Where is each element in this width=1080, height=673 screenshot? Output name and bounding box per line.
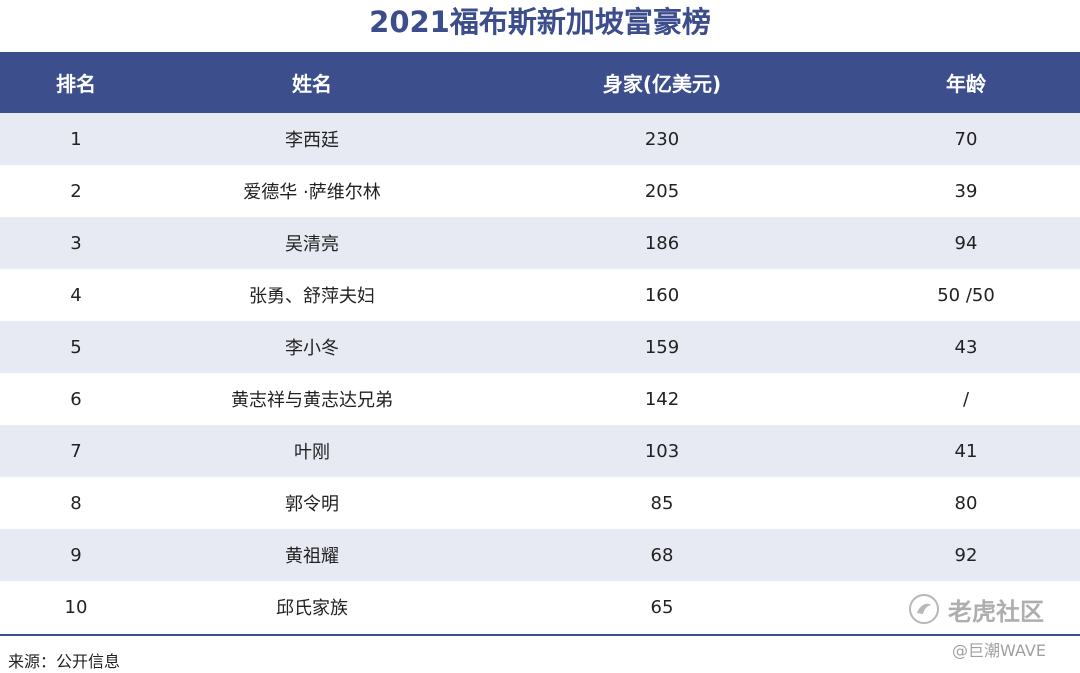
cell-name: 李西廷	[285, 130, 339, 151]
cell-rank: 2	[70, 180, 82, 202]
table-row: 9 黄祖耀 68 92	[0, 529, 1080, 581]
cell-age: 94	[954, 232, 978, 254]
header-age: 年龄	[946, 72, 986, 96]
cell-name: 黄祖耀	[285, 546, 339, 567]
cell-name: 爱德华 ·萨维尔林	[243, 182, 381, 203]
table-row: 7 叶刚 103 41	[0, 425, 1080, 477]
cell-name: 邱氏家族	[276, 598, 348, 619]
table-row: 6 黄志祥与黄志达兄弟 142 /	[0, 373, 1080, 425]
table-row: 5 李小冬 159 43	[0, 321, 1080, 373]
cell-wealth: 230	[644, 128, 680, 150]
cell-age: 92	[954, 544, 978, 566]
cell-rank: 10	[64, 596, 88, 618]
table-row: 10 邱氏家族 65	[0, 581, 1080, 633]
cell-age: 41	[954, 440, 978, 462]
table-header-row: 排名 姓名 身家(亿美元) 年龄	[0, 52, 1080, 113]
cell-rank: 5	[70, 336, 82, 358]
cell-name: 吴清亮	[285, 234, 339, 255]
cell-name: 黄志祥与黄志达兄弟	[231, 390, 393, 411]
cell-age: 70	[954, 128, 978, 150]
cell-wealth: 186	[644, 232, 680, 254]
header-wealth: 身家(亿美元)	[602, 72, 722, 96]
cell-rank: 4	[70, 284, 82, 306]
table-row: 8 郭令明 85 80	[0, 477, 1080, 529]
cell-name: 叶刚	[294, 442, 330, 463]
cell-age: 43	[954, 336, 978, 358]
cell-name: 李小冬	[285, 338, 339, 359]
cell-name: 郭令明	[285, 494, 339, 515]
cell-wealth: 142	[644, 388, 680, 410]
cell-rank: 9	[70, 544, 82, 566]
cell-wealth: 65	[650, 596, 674, 618]
source-note: 来源：公开信息	[8, 652, 121, 671]
cell-wealth: 205	[644, 180, 680, 202]
cell-wealth: 160	[644, 284, 680, 306]
tiger-logo-icon	[908, 593, 940, 625]
page-title: 2021福布斯新加坡富豪榜	[369, 5, 711, 39]
rich-list-table: 排名 姓名 身家(亿美元) 年龄 1 李西廷 230 70 2 爱德华 ·萨维尔…	[0, 52, 1080, 633]
watermark-logo: 老虎社区	[908, 592, 1044, 626]
cell-rank: 3	[70, 232, 82, 254]
cell-age: 80	[954, 492, 978, 514]
watermark-logo-text: 老虎社区	[948, 597, 1044, 626]
cell-wealth: 85	[650, 492, 674, 514]
table-row: 1 李西廷 230 70	[0, 113, 1080, 165]
table-row: 4 张勇、舒萍夫妇 160 50 /50	[0, 269, 1080, 321]
cell-wealth: 68	[650, 544, 674, 566]
header-rank: 排名	[56, 72, 96, 96]
cell-wealth: 103	[644, 440, 680, 462]
cell-age: 39	[954, 180, 978, 202]
cell-rank: 1	[70, 128, 82, 150]
cell-rank: 6	[70, 388, 82, 410]
cell-rank: 7	[70, 440, 82, 462]
table-row: 2 爱德华 ·萨维尔林 205 39	[0, 165, 1080, 217]
cell-age: 50 /50	[937, 284, 995, 306]
table-bottom-rule	[0, 634, 1080, 636]
watermark-handle: @巨潮WAVE	[952, 641, 1046, 660]
table-row: 3 吴清亮 186 94	[0, 217, 1080, 269]
cell-name: 张勇、舒萍夫妇	[249, 286, 375, 307]
cell-wealth: 159	[644, 336, 680, 358]
cell-rank: 8	[70, 492, 82, 514]
header-name: 姓名	[292, 72, 332, 96]
cell-age: /	[962, 388, 970, 410]
